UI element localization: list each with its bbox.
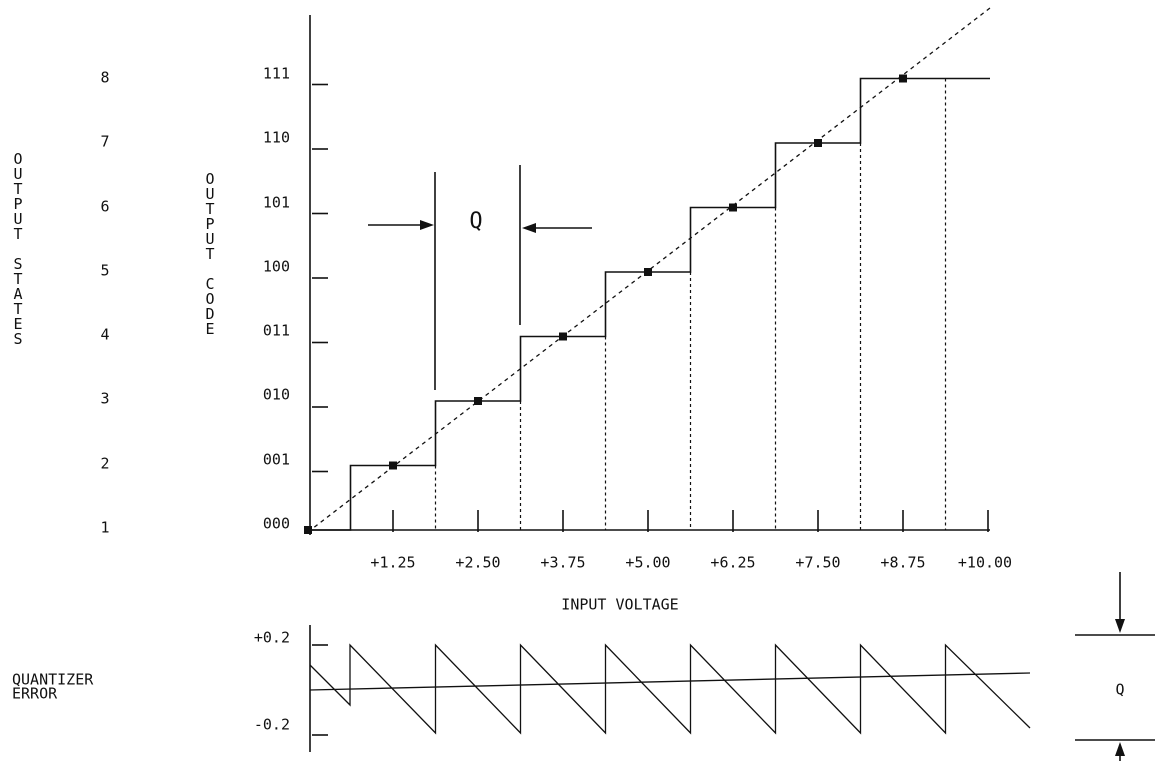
state-label: 3 bbox=[100, 389, 110, 408]
state-label: 2 bbox=[100, 454, 110, 473]
code-point bbox=[814, 139, 822, 147]
code-point bbox=[644, 268, 652, 276]
code-point bbox=[729, 203, 737, 212]
code-label: 101 bbox=[262, 193, 290, 211]
code-point bbox=[474, 397, 482, 405]
error-title: QUANTIZER bbox=[12, 670, 94, 689]
x-tick-label: +2.50 bbox=[455, 553, 501, 572]
arrow-head bbox=[1115, 742, 1125, 756]
x-tick-label: +6.25 bbox=[710, 553, 756, 572]
code-label: 011 bbox=[262, 321, 290, 340]
state-label: 7 bbox=[100, 132, 110, 151]
state-label: 6 bbox=[100, 197, 110, 215]
arrow-head bbox=[522, 223, 536, 233]
axis-title: OUTPUT CODE bbox=[201, 170, 219, 335]
code-point bbox=[559, 332, 567, 341]
sawtooth bbox=[309, 643, 1031, 735]
state-label: 1 bbox=[100, 518, 110, 537]
x-tick-label: +10.00 bbox=[957, 553, 1013, 572]
state-label: 4 bbox=[100, 325, 110, 344]
error-tick-label: -0.2 bbox=[253, 715, 290, 734]
x-tick-label: +7.50 bbox=[795, 553, 841, 572]
code-label: 000 bbox=[262, 514, 290, 533]
x-tick-label: +1.25 bbox=[370, 553, 416, 572]
code-label: 111 bbox=[262, 64, 290, 83]
error-baseline bbox=[309, 672, 1031, 691]
staircase bbox=[310, 77, 990, 531]
q-label: Q bbox=[1115, 680, 1125, 699]
code-label: 110 bbox=[262, 128, 290, 147]
error-tick-label: +0.2 bbox=[253, 628, 290, 647]
state-label: 8 bbox=[100, 68, 110, 87]
q-label: Q bbox=[469, 209, 483, 234]
code-point bbox=[304, 526, 312, 534]
arrow-head bbox=[1115, 619, 1125, 633]
axis-title: INPUT VOLTAGE bbox=[561, 595, 679, 614]
code-label: 100 bbox=[262, 257, 290, 276]
state-label: 5 bbox=[100, 261, 110, 280]
axis-title: OUTPUT STATES bbox=[9, 150, 27, 345]
code-point bbox=[899, 74, 907, 83]
error-title: ERROR bbox=[12, 684, 58, 703]
code-point bbox=[389, 461, 397, 470]
x-tick-label: +8.75 bbox=[880, 553, 926, 572]
code-label: 001 bbox=[262, 450, 290, 469]
code-label: 010 bbox=[262, 385, 290, 404]
x-tick-label: +5.00 bbox=[625, 553, 671, 572]
arrow-head bbox=[420, 220, 434, 230]
x-tick-label: +3.75 bbox=[540, 553, 586, 572]
